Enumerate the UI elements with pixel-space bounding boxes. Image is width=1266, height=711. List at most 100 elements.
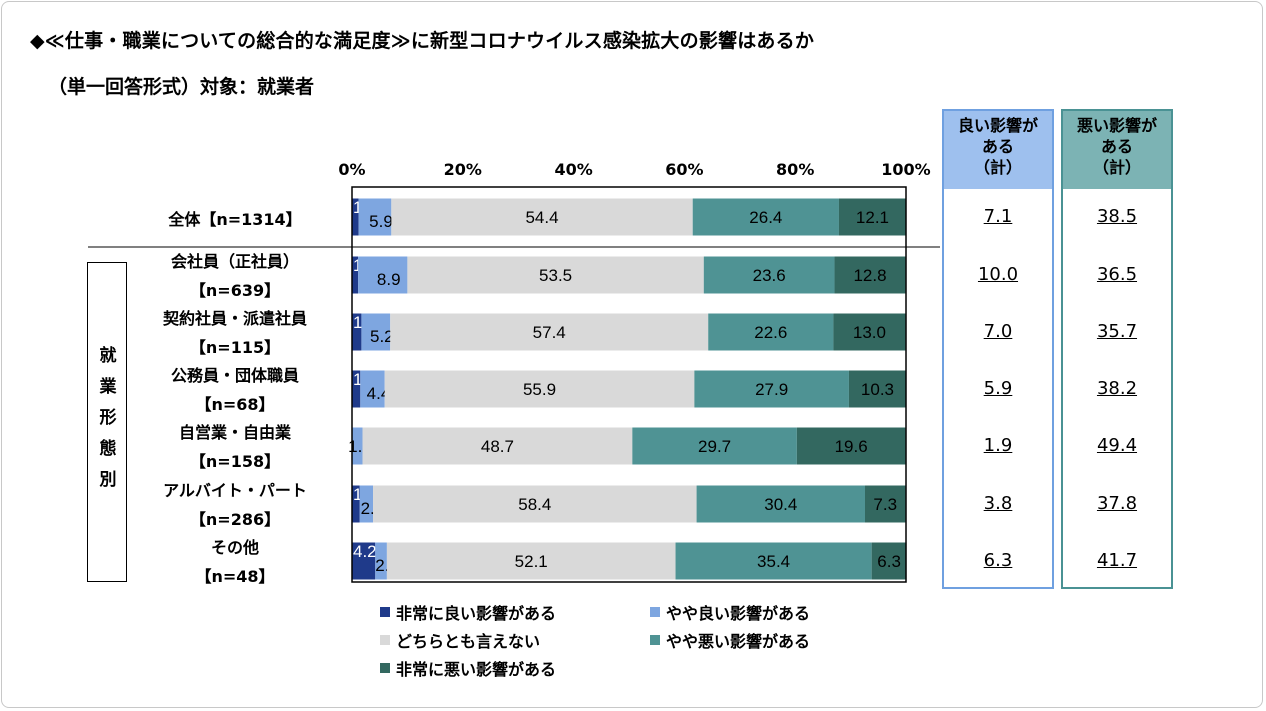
legend-label: 非常に良い影響がある — [396, 604, 557, 623]
bar-segment — [361, 313, 391, 351]
good-total-header: 良い影響がある （計） — [944, 111, 1052, 189]
data-label: 8.9 — [377, 270, 401, 289]
x-tick-label: 0% — [338, 160, 365, 179]
bad-total-value: 41.7 — [1096, 550, 1138, 571]
data-label: 58.4 — [518, 495, 551, 514]
good-total-column — [942, 109, 1054, 589]
bar-segment — [352, 313, 362, 351]
summary-header-line: ある — [981, 137, 1014, 156]
bar-segment — [352, 542, 376, 580]
data-label: 4.4 — [367, 384, 391, 403]
legend-swatch — [380, 635, 390, 645]
summary-header-line: （計） — [973, 158, 1022, 177]
good-total-value: 7.1 — [983, 206, 1013, 227]
data-label: 4.2 — [353, 542, 377, 561]
category-label: 会社員（正社員） — [170, 252, 299, 271]
chart-subtitle: （単一回答形式）対象：就業者 — [48, 76, 315, 98]
legend-label: どちらとも言えない — [396, 632, 541, 651]
bad-total-value: 49.4 — [1096, 435, 1138, 456]
bar-segment — [696, 485, 866, 523]
bar-segment — [352, 198, 359, 236]
group-label-box: 就業形態別 — [87, 262, 127, 582]
legend-swatch — [650, 635, 660, 645]
bar-segment — [375, 542, 387, 580]
bar-segment — [833, 313, 906, 351]
legend-swatch — [650, 607, 660, 617]
bar-segment — [838, 198, 906, 236]
data-label: 48.7 — [481, 437, 514, 456]
category-label: 契約社員・派遣社員 — [162, 309, 307, 328]
bar-segment — [703, 256, 835, 294]
legend: 非常に良い影響がある やや良い影響があるどちらとも言えない やや悪い影響がある非常に… — [380, 600, 940, 690]
data-label: 5.2 — [370, 327, 394, 346]
bar-segment — [796, 427, 906, 465]
bar-segment — [352, 427, 363, 465]
bar-segment — [390, 313, 709, 351]
legend-item: 非常に良い影響がある — [380, 600, 556, 624]
bar-segment — [352, 256, 359, 294]
data-label: 55.9 — [523, 380, 556, 399]
bar-segment — [362, 427, 633, 465]
bar-segment — [373, 485, 697, 523]
legend-item: 非常に悪い影響がある — [380, 656, 556, 680]
bar-segment — [675, 542, 872, 580]
legend-swatch — [380, 663, 390, 673]
bar-segment — [359, 485, 374, 523]
x-tick-label: 60% — [665, 160, 703, 179]
bar-segment — [708, 313, 834, 351]
x-tick-label: 80% — [776, 160, 814, 179]
good-total-value: 5.9 — [983, 378, 1013, 399]
bar-segment — [694, 370, 849, 408]
data-label: 35.4 — [757, 552, 790, 571]
data-label: 5.9 — [369, 212, 393, 231]
category-n-label: 【n=115】 — [189, 338, 281, 357]
bar-segment — [632, 427, 797, 465]
category-n-label: 【n=286】 — [189, 510, 281, 529]
category-label: 自営業・自由業 — [178, 423, 291, 442]
bar-segment — [352, 485, 360, 523]
good-total-value: 7.0 — [983, 321, 1013, 342]
data-label: 57.4 — [533, 323, 566, 342]
data-label: 19.6 — [835, 437, 868, 456]
bar-segment — [848, 370, 906, 408]
data-label: 22.6 — [754, 323, 787, 342]
legend-label: 非常に悪い影響がある — [396, 660, 557, 679]
bar-segment — [358, 256, 408, 294]
bad-total-column — [1061, 109, 1173, 589]
bar-segment — [352, 370, 361, 408]
legend-item: やや良い影響がある — [650, 600, 810, 624]
category-label: その他 — [210, 538, 259, 557]
legend-label: やや悪い影響がある — [666, 632, 811, 651]
bad-total-value: 35.7 — [1096, 321, 1138, 342]
summary-header-line: 良い影響が — [957, 116, 1038, 135]
data-label: 7.3 — [873, 495, 897, 514]
summary-header-line: 悪い影響が — [1076, 116, 1157, 135]
bar-segment — [834, 256, 906, 294]
bar-segment — [692, 198, 839, 236]
data-label: 6.3 — [877, 552, 901, 571]
good-total-value: 10.0 — [977, 264, 1019, 285]
data-label: 12.8 — [853, 266, 886, 285]
legend-swatch — [380, 607, 390, 617]
summary-header-line: ある — [1100, 137, 1133, 156]
category-label: アルバイト・パート — [163, 481, 307, 500]
summary-header-line: （計） — [1092, 158, 1141, 177]
category-n-label: 【n=158】 — [189, 452, 281, 471]
legend-item: どちらとも言えない — [380, 628, 540, 652]
group-label: 就業形態別 — [99, 346, 117, 490]
data-label: 12.1 — [856, 208, 889, 227]
data-label: 52.1 — [515, 552, 548, 571]
bar-segment — [391, 198, 693, 236]
x-tick-label: 100% — [881, 160, 930, 179]
bar-segment — [865, 485, 906, 523]
category-n-label: 【n=48】 — [195, 567, 275, 586]
x-tick-label: 20% — [444, 160, 482, 179]
bad-total-value: 37.8 — [1096, 493, 1138, 514]
category-label: 全体【n=1314】 — [168, 210, 302, 229]
data-label: 26.4 — [749, 208, 782, 227]
x-tick-label: 40% — [554, 160, 592, 179]
good-total-value: 6.3 — [983, 550, 1013, 571]
data-label: 13.0 — [853, 323, 886, 342]
